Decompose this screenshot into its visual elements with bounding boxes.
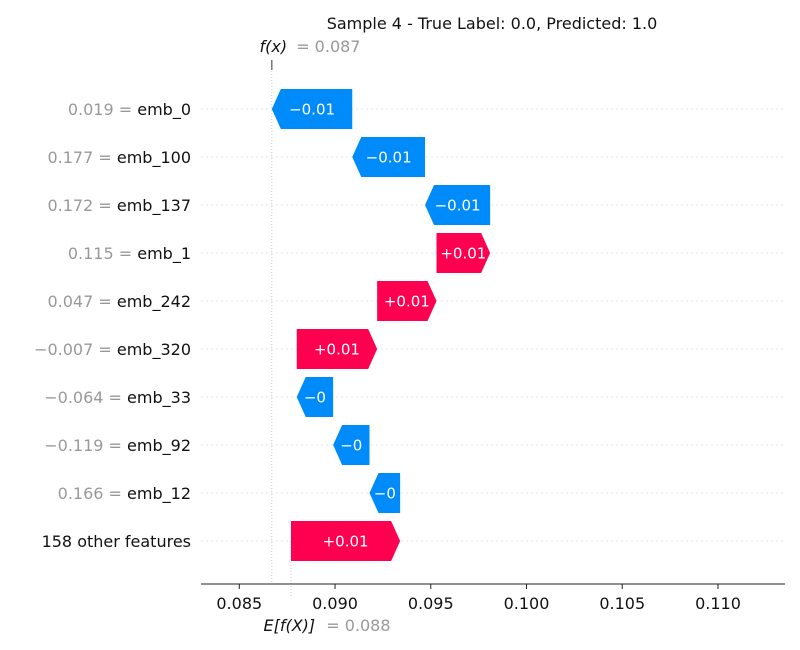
feature-label: −0.064 = emb_33 [44,388,191,408]
base-label: E[f(X)] [263,616,315,635]
bar [436,233,491,273]
feature-value: −0.007 = [34,340,117,359]
fx-annotation: f(x) = 0.087 [260,37,361,56]
bar [425,185,491,225]
bar [296,329,378,369]
feature-label: 0.166 = emb_12 [58,484,191,504]
base-annotation: E[f(X)] = 0.088 [263,616,390,635]
bar-label: −0.01 [435,197,481,215]
feature-value: 0.177 = [47,148,116,167]
x-axis: 0.085 0.090 0.095 0.100 0.105 0.110 [201,583,785,613]
x-tick-label: 0.095 [408,594,454,613]
bar [352,137,426,177]
bar-label: +0.01 [440,245,486,263]
bar-label: −0 [374,485,396,503]
feature-label: 0.115 = emb_1 [68,244,191,264]
bars: −0.01 −0.01 −0.01 +0.01 +0.01 +0.01 −0 −0 −0 +0.0… [271,89,491,561]
feature-name: 158 other features [42,532,191,551]
x-tick-label: 0.105 [599,594,645,613]
x-tick-label: 0.085 [216,594,262,613]
feature-name: emb_92 [127,436,191,456]
bar-label: +0.01 [314,341,360,359]
bar [290,521,401,561]
bar-label: −0.01 [366,149,412,167]
feature-label: −0.119 = emb_92 [44,436,191,456]
bar-label: −0 [340,437,362,455]
feature-label: 0.177 = emb_100 [47,148,191,168]
feature-value: 0.166 = [58,484,127,503]
bar [333,425,370,465]
feature-name: emb_320 [117,340,191,360]
feature-value: −0.064 = [44,388,127,407]
feature-label: 0.019 = emb_0 [68,100,191,120]
bar-label: +0.01 [384,293,430,311]
feature-value: 0.115 = [68,244,137,263]
bar [369,473,401,513]
bar [377,281,437,321]
feature-value: −0.119 = [44,436,127,455]
feature-label: 0.047 = emb_242 [47,292,191,312]
feature-labels: 0.019 = emb_0 0.177 = emb_100 0.172 = emb_… [34,100,191,551]
feature-label: −0.007 = emb_320 [34,340,191,360]
x-tick-label: 0.100 [504,594,550,613]
bar-label: −0.01 [289,101,335,119]
bar-label: −0 [304,389,326,407]
bar [271,89,353,129]
bar [296,377,334,417]
feature-name: emb_0 [137,100,191,120]
row-gridlines [201,108,785,542]
fx-value: = 0.087 [296,37,360,56]
reference-lines [271,60,292,596]
feature-name: emb_33 [127,388,191,408]
feature-label: 158 other features [42,532,191,551]
feature-value: 0.047 = [47,292,116,311]
feature-name: emb_12 [127,484,191,504]
feature-name: emb_100 [117,148,191,168]
bar-label: +0.01 [323,533,369,551]
chart-title: Sample 4 - True Label: 0.0, Predicted: 1… [327,14,658,33]
feature-name: emb_1 [137,244,191,264]
x-tick-label: 0.090 [312,594,358,613]
feature-label: 0.172 = emb_137 [47,196,191,216]
feature-value: 0.019 = [68,100,137,119]
feature-name: emb_137 [117,196,191,216]
x-tick-label: 0.110 [695,594,741,613]
feature-name: emb_242 [117,292,191,312]
fx-label: f(x) [260,37,288,56]
base-value: = 0.088 [326,616,390,635]
feature-value: 0.172 = [47,196,116,215]
